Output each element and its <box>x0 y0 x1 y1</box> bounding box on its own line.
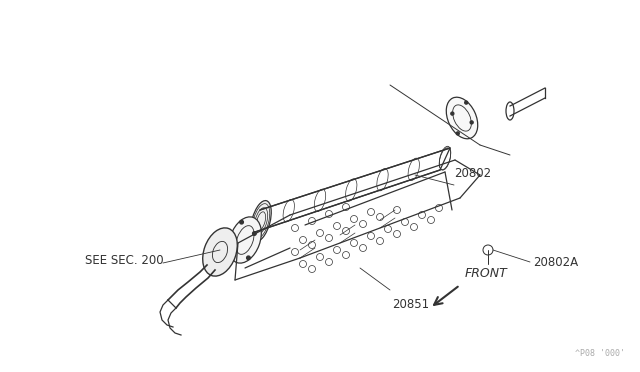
Circle shape <box>253 232 256 235</box>
Circle shape <box>246 256 250 260</box>
Text: SEE SEC. 200: SEE SEC. 200 <box>85 253 164 266</box>
Ellipse shape <box>251 201 271 241</box>
Text: 20851: 20851 <box>392 298 429 311</box>
Circle shape <box>240 220 243 224</box>
Text: ^P08 '000': ^P08 '000' <box>575 349 625 358</box>
Circle shape <box>465 101 468 104</box>
Ellipse shape <box>228 217 261 263</box>
Circle shape <box>470 121 473 124</box>
Circle shape <box>451 112 454 115</box>
Circle shape <box>456 132 460 135</box>
Text: 20802A: 20802A <box>533 257 578 269</box>
Circle shape <box>234 245 237 248</box>
Text: 20802: 20802 <box>454 167 491 180</box>
Ellipse shape <box>446 97 477 139</box>
Ellipse shape <box>203 228 237 276</box>
Text: FRONT: FRONT <box>465 267 508 280</box>
